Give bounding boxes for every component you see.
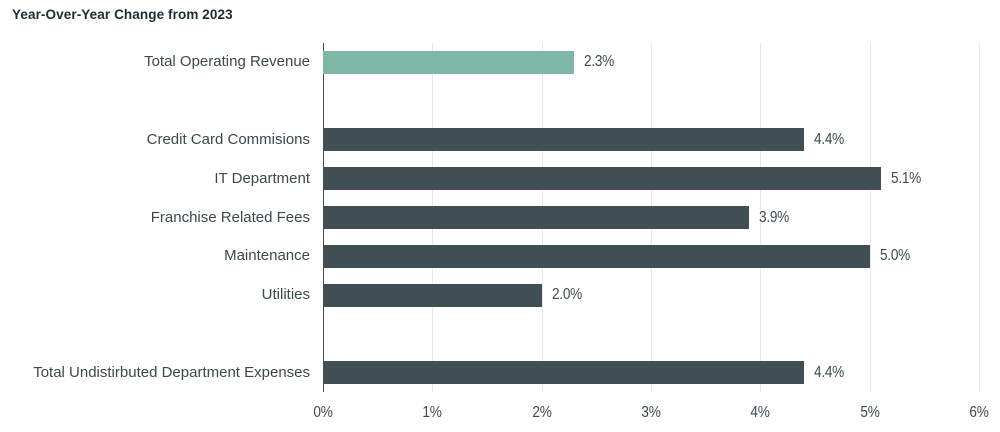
bar [323,283,542,307]
x-tick-label: 0% [313,404,333,421]
gridline [760,43,762,392]
bar [323,50,575,74]
bar [323,361,805,385]
value-label: 2.0% [551,286,582,304]
x-tick-label: 2% [532,404,552,421]
x-tick-label: 4% [750,404,770,421]
x-tick-label: 6% [969,404,989,421]
category-label: IT Department [214,169,310,187]
value-label: 5.0% [879,247,910,265]
x-tick-label: 3% [641,404,661,421]
category-label: Total Undistirbuted Department Expenses [33,363,310,381]
value-label: 3.9% [759,208,790,226]
category-label: Franchise Related Fees [150,208,310,226]
category-label: Utilities [261,286,310,304]
value-label: 4.4% [814,363,845,381]
category-label: Credit Card Commisions [146,130,310,148]
gridline [979,43,980,392]
x-tick-label: 1% [422,404,442,421]
x-tick-label: 5% [860,404,880,421]
value-label: 4.4% [814,130,845,148]
bar [323,167,881,191]
gridline [869,43,871,392]
bar [323,128,805,152]
bar [323,206,750,229]
value-label: 5.1% [890,169,921,187]
value-label: 2.3% [584,53,615,71]
bar [323,244,870,268]
category-label: Total Operating Revenue [144,53,310,71]
category-label: Maintenance [224,247,310,265]
chart-title: Year-Over-Year Change from 2023 [12,7,233,22]
